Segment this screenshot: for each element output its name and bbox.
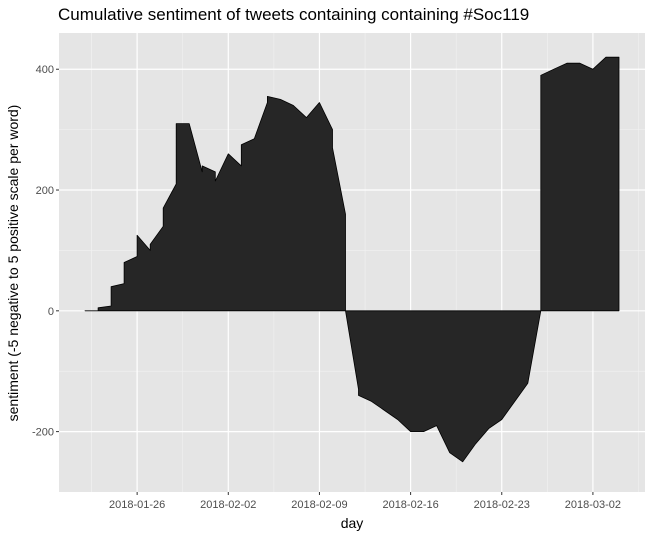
y-tick-label: 0 bbox=[48, 306, 54, 318]
y-tick-label: -200 bbox=[32, 427, 54, 439]
x-tick-label: 2018-02-16 bbox=[382, 499, 438, 511]
sentiment-area bbox=[84, 56, 620, 463]
x-tick-label: 2018-01-26 bbox=[109, 499, 165, 511]
area-layer bbox=[84, 56, 620, 463]
y-axis: -200 0 200 400 bbox=[32, 64, 59, 439]
x-tick-label: 2018-02-09 bbox=[291, 499, 347, 511]
y-tick-label: 200 bbox=[36, 185, 54, 197]
x-tick-label: 2018-02-23 bbox=[474, 499, 530, 511]
y-tick-label: 400 bbox=[36, 64, 54, 76]
chart-title: Cumulative sentiment of tweets containin… bbox=[58, 5, 529, 24]
x-tick-label: 2018-03-02 bbox=[565, 499, 621, 511]
x-tick-label: 2018-02-02 bbox=[200, 499, 256, 511]
x-axis: 2018-01-26 2018-02-02 2018-02-09 2018-02-16… bbox=[109, 492, 621, 511]
y-axis-title: sentiment (-5 negative to 5 positive sca… bbox=[5, 105, 21, 422]
x-axis-title: day bbox=[341, 515, 364, 531]
